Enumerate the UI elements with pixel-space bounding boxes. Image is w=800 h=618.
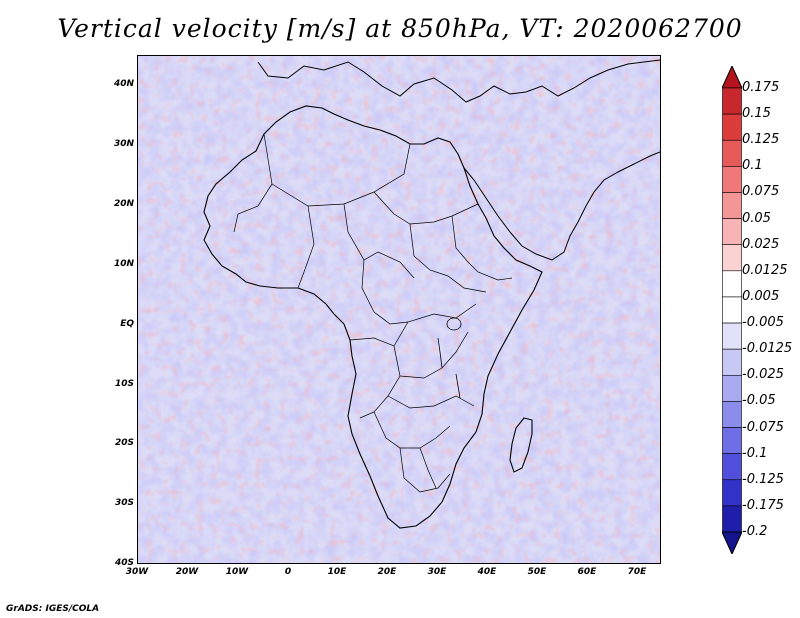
colorbar-bottom-arrow <box>722 531 742 554</box>
lat-tick-40n: 40N <box>113 79 134 89</box>
colorbar-label: -0.125 <box>742 471 784 487</box>
colorbar-label: -0.005 <box>742 315 784 331</box>
colorbar-segment <box>722 348 742 376</box>
colorbar-segment <box>722 192 742 219</box>
lon-tick-60e: 60E <box>577 567 597 577</box>
map-panel <box>137 55 661 564</box>
colorbar-label: -0.025 <box>742 367 784 383</box>
colorbar-label: -0.2 <box>742 524 768 539</box>
colorbar-segment <box>722 87 742 115</box>
colorbar-segment <box>722 244 742 272</box>
lon-tick-0: 0 <box>284 567 292 577</box>
colorbar-label: 0.075 <box>742 184 780 200</box>
lat-tick-20s: 20S <box>114 438 134 448</box>
colorbar-label: 0.025 <box>742 236 780 252</box>
africa-coastline <box>203 105 543 529</box>
colorbar-label: -0.05 <box>742 393 776 409</box>
lon-tick-20e: 20E <box>377 567 397 577</box>
colorbar <box>722 66 742 554</box>
lat-tick-10s: 10S <box>114 379 134 389</box>
lake-malawi <box>455 373 461 399</box>
colorbar-top-arrow <box>722 66 742 89</box>
lon-tick-40e: 40E <box>477 567 497 577</box>
colorbar-label: -0.1 <box>742 445 768 461</box>
colorbar-label: 0.15 <box>742 106 771 122</box>
colorbar-segment <box>722 166 742 193</box>
lon-tick-10w: 10W <box>225 567 249 577</box>
colorbar-segment <box>722 401 742 428</box>
colorbar-segment <box>722 505 742 533</box>
lat-tick-eq: EQ <box>120 319 134 329</box>
lon-tick-10e: 10E <box>327 567 347 577</box>
lon-tick-30w: 30W <box>125 567 149 577</box>
lake-tanganyika <box>437 337 443 369</box>
lat-tick-20n: 20N <box>113 199 134 209</box>
colorbar-label: 0.1 <box>742 158 763 174</box>
lake-victoria <box>446 317 462 331</box>
colorbar-segment <box>722 479 742 507</box>
colorbar-segment <box>722 113 742 141</box>
colorbar-segment <box>722 427 742 454</box>
lat-tick-30s: 30S <box>114 498 134 508</box>
lat-tick-10n: 10N <box>113 259 134 269</box>
lon-tick-50e: 50E <box>527 567 547 577</box>
colorbar-label: 0.125 <box>742 132 780 148</box>
colorbar-label: -0.075 <box>742 419 784 435</box>
europe-coastline <box>257 59 660 103</box>
colorbar-label: 0.0125 <box>742 262 788 278</box>
lon-tick-70e: 70E <box>627 567 647 577</box>
colorbar-segment <box>722 218 742 246</box>
colorbar-label: -0.0125 <box>742 341 793 357</box>
field-ascending-texture <box>138 56 660 563</box>
lat-tick-40s: 40S <box>114 558 134 568</box>
colorbar-segment <box>722 453 742 481</box>
lon-tick-20w: 20W <box>175 567 199 577</box>
colorbar-label: -0.175 <box>742 497 784 513</box>
lat-tick-30n: 30N <box>113 139 134 149</box>
velocity-field-map <box>138 56 660 563</box>
colorbar-segment <box>722 139 742 167</box>
lon-tick-30e: 30E <box>427 567 447 577</box>
madagascar-coastline <box>509 417 533 473</box>
colorbar-segment <box>722 270 742 298</box>
colorbar-segment <box>722 374 742 402</box>
colorbar-segment <box>722 296 742 324</box>
colorbar-label: 0.05 <box>742 210 771 226</box>
country-borders <box>233 133 513 493</box>
footer-credit: GrADS: IGES/COLA <box>6 604 100 614</box>
arabia-coastline <box>463 151 660 261</box>
colorbar-segment <box>722 322 742 350</box>
colorbar-label: 0.005 <box>742 288 780 304</box>
map-title: Vertical velocity [m/s] at 850hPa, VT: 2… <box>57 14 743 43</box>
colorbar-label: 0.175 <box>742 80 780 95</box>
